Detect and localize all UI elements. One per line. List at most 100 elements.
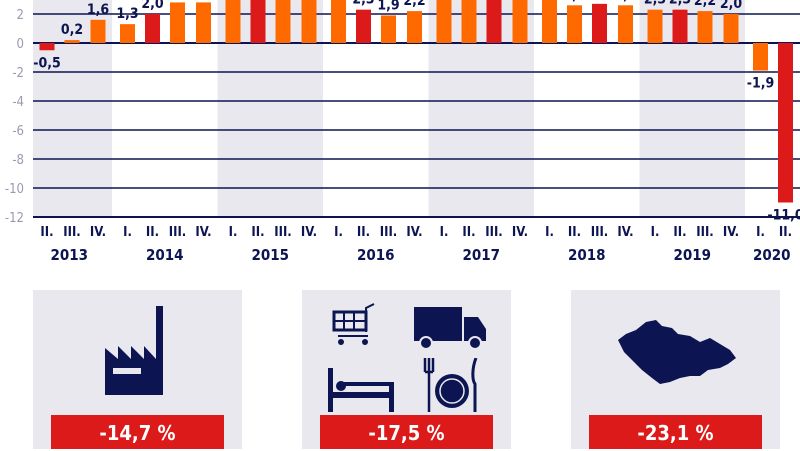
y-tick-label: -4 [12,95,24,110]
czech-republic-map-icon [616,318,740,386]
construction-panel: -23,1 % [571,290,780,449]
year-label: 2016 [357,246,395,264]
quarter-label: II. [40,225,53,240]
truck-icon [414,307,488,349]
bar-2016-III [381,15,396,43]
bar-2017-IV [513,0,528,43]
year-label: 2014 [146,246,184,264]
bar-2014-IV [196,2,211,43]
data-label: -1,9 [747,76,775,92]
bar-2017-II [462,0,477,43]
quarter-label: I. [545,225,554,240]
data-label: 1,3 [116,6,138,22]
y-tick-label: -2 [12,66,24,81]
data-label: 2,6 [563,0,586,3]
industry-panel: -14,7 % [33,290,242,449]
year-label: 2018 [568,246,606,264]
data-label: 2,6 [614,0,637,3]
bar-2020-I [753,43,768,71]
bar-2014-II [145,14,160,43]
y-tick-label: -6 [12,124,24,139]
quarter-label: IV. [617,225,633,240]
bar-2017-III [487,0,502,43]
quarter-label: I. [440,225,449,240]
plate-cutlery-icon [422,358,480,412]
data-label: 2,2 [403,0,425,9]
quarter-label: I. [651,225,660,240]
bar-2014-I [120,24,135,43]
bar-2019-II [673,10,688,43]
bar-2017-I [437,0,452,43]
industry-value: -14,7 % [51,415,224,449]
factory-icon [103,304,173,396]
quarter-label: II. [462,225,475,240]
bar-2019-I [648,10,663,43]
quarter-label: III. [485,225,503,240]
bed-icon [328,368,394,412]
bar-2015-IV [302,0,317,43]
year-label: 2013 [50,246,88,264]
quarter-label: IV. [406,225,422,240]
data-label: 0,2 [61,22,83,38]
quarter-label: I. [756,225,765,240]
quarter-label: I. [334,225,343,240]
services-value: -17,5 % [320,415,493,449]
quarter-label: III. [169,225,187,240]
bar-2016-II [356,10,371,43]
quarter-label: IV. [301,225,317,240]
bar-2020-II [778,43,793,203]
data-label: -0,5 [33,55,61,71]
bar-2015-I [226,0,241,43]
quarter-label: III. [274,225,292,240]
bar-2018-I [542,0,557,43]
quarter-label: II. [673,225,686,240]
shopping-cart-icon [332,302,380,348]
y-tick-label: -8 [12,153,24,168]
bar-2016-I [331,0,346,43]
data-label: 2,3 [669,0,691,8]
year-label: 2019 [673,246,711,264]
quarter-label: II. [357,225,370,240]
y-tick-label: -12 [5,211,24,226]
data-label: 2,3 [644,0,666,8]
bar-2019-IV [724,14,739,43]
data-label: 2,0 [141,0,164,12]
data-label: -11,0 [767,208,800,224]
gdp-bar-chart: 2013 2014 2015 2016 2017 2018 2019 2020 -12 -10 -8… [0,0,800,280]
quarter-label: IV. [90,225,106,240]
bar-2016-IV [407,11,422,43]
data-label: 2,3 [352,0,374,8]
bar-2018-III [592,4,607,43]
bar-2014-III [170,2,185,43]
services-panel: -17,5 % [302,290,511,449]
quarter-label: III. [696,225,714,240]
year-label: 2015 [251,246,289,264]
y-tick-label: 2 [17,8,24,23]
bar-2019-III [698,11,713,43]
data-label: 2,2 [694,0,716,9]
quarter-label: III. [591,225,609,240]
bar-2018-II [567,5,582,43]
bar-2013-III [65,40,80,43]
bar-2018-IV [618,5,633,43]
quarter-label: II. [251,225,264,240]
year-label: 2017 [462,246,500,264]
data-label: 2,0 [720,0,743,12]
data-label: 2,7 [588,0,610,2]
quarter-label: I. [123,225,132,240]
quarter-label: II. [779,225,792,240]
quarter-label: III. [63,225,81,240]
construction-value: -23,1 % [589,415,762,449]
data-label: 1,9 [377,0,399,13]
quarter-label: IV. [512,225,528,240]
data-label: 1,6 [87,2,110,18]
quarter-label: IV. [723,225,739,240]
bar-2015-II [251,0,266,43]
bar-2013-II [40,43,55,50]
quarter-label: II. [568,225,581,240]
quarter-label: I. [229,225,238,240]
year-label: 2020 [753,246,791,264]
y-tick-label: -10 [5,182,24,197]
y-tick-label: 0 [17,37,24,52]
quarter-label: II. [146,225,159,240]
